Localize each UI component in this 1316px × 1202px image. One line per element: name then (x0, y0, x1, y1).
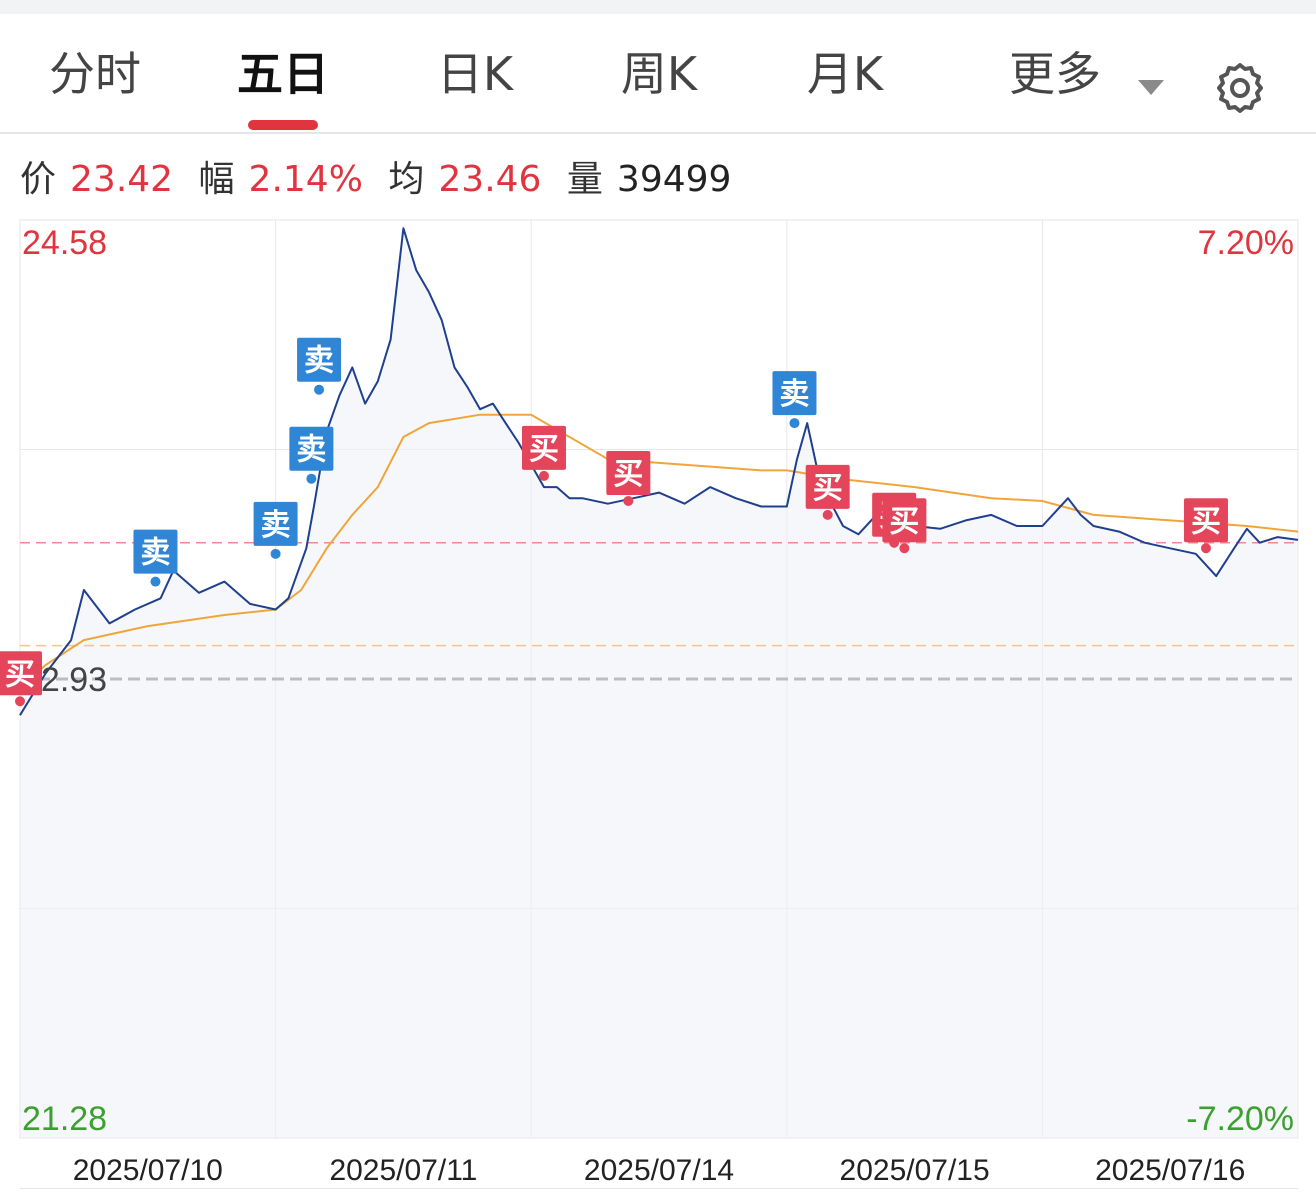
status-band (0, 0, 1316, 14)
tab-five-day[interactable]: 五日 (237, 47, 329, 101)
x-axis-date-label: 2025/07/16 (1095, 1154, 1245, 1187)
sell-marker-label: 卖 (779, 378, 809, 411)
buy-marker-dot (899, 543, 910, 554)
buy-marker-dot (822, 509, 833, 520)
x-axis-date-label: 2025/07/11 (329, 1154, 477, 1187)
avg-value: 23.46 (438, 159, 542, 200)
volume-label: 量 (566, 159, 603, 200)
price-label: 价 (20, 159, 57, 200)
buy-marker-label: 买 (613, 458, 643, 491)
price-area-fill (20, 228, 1298, 1139)
buy-marker-label: 买 (889, 505, 919, 538)
buy-marker-dot (623, 495, 634, 506)
active-tab-indicator (248, 120, 318, 130)
sell-marker[interactable] (253, 501, 298, 546)
y-axis-max-pct-label: 7.20% (1198, 224, 1294, 262)
tab-monthly-k[interactable]: 月K (806, 47, 884, 101)
y-axis-min-pct-label: -7.20% (1186, 1100, 1294, 1138)
buy-marker[interactable] (0, 651, 42, 696)
buy-marker-dot (1200, 543, 1211, 554)
gear-icon[interactable] (1212, 60, 1268, 116)
avg-label: 均 (388, 159, 425, 200)
change-label: 幅 (198, 159, 235, 200)
caret-down-icon[interactable] (1138, 80, 1164, 95)
buy-marker-dot (15, 696, 25, 707)
tab-intraday[interactable]: 分时 (49, 47, 141, 101)
sell-marker-label: 卖 (261, 509, 291, 542)
volume-value: 39499 (616, 159, 732, 200)
buy-marker-label: 买 (813, 472, 843, 505)
buy-marker[interactable] (1183, 498, 1228, 543)
sell-marker-dot (150, 576, 161, 587)
buy-marker[interactable] (521, 425, 566, 470)
buy-marker-dot (538, 470, 549, 481)
sell-marker[interactable] (133, 529, 178, 574)
sell-marker[interactable] (772, 371, 817, 416)
sell-marker-dot (306, 473, 317, 484)
x-axis-date-label: 2025/07/15 (840, 1154, 990, 1187)
price-value: 23.42 (70, 159, 174, 200)
tab-weekly-k[interactable]: 周K (620, 47, 698, 101)
sell-marker-dot (270, 548, 281, 559)
change-value: 2.14% (248, 159, 363, 200)
buy-marker[interactable] (606, 450, 651, 495)
footer-divider (20, 1188, 1298, 1189)
y-axis-max-label: 24.58 (22, 224, 107, 262)
buy-marker-label: 买 (5, 658, 35, 691)
sell-marker[interactable] (297, 337, 342, 382)
buy-marker[interactable] (805, 464, 850, 509)
y-axis-min-label: 21.28 (22, 1100, 107, 1138)
sell-marker-dot (789, 418, 800, 429)
tab-daily-k[interactable]: 日K (436, 47, 514, 101)
price-line (19, 227, 1299, 716)
sell-marker-label: 卖 (140, 537, 170, 570)
tab-more[interactable]: 更多 (1009, 47, 1101, 101)
sell-marker-dot (314, 384, 325, 395)
buy-marker[interactable] (882, 498, 927, 543)
sell-marker-label: 卖 (304, 345, 334, 378)
period-tab-bar: 分时 五日 日K 周K 月K 更多 (0, 14, 1316, 134)
x-axis-date-label: 2025/07/10 (73, 1154, 223, 1187)
sell-marker[interactable] (289, 426, 334, 471)
sell-marker-label: 卖 (296, 434, 326, 467)
buy-marker-label: 买 (1191, 505, 1221, 538)
avg-price-line (19, 413, 1299, 689)
x-axis-date-label: 2025/07/14 (584, 1154, 734, 1187)
buy-marker-label: 买 (529, 433, 559, 466)
quote-info-bar: 价 23.42 幅 2.14% 均 23.46 量 39499 (20, 156, 745, 204)
